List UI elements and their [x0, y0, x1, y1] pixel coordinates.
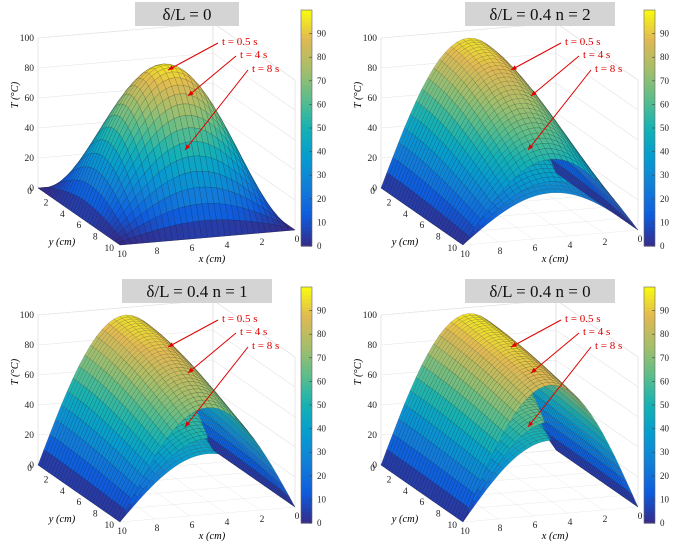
colorbar-segment [301, 144, 312, 149]
colorbar-segment [301, 211, 312, 216]
z-tick-label: 80 [25, 64, 35, 74]
y-axis-label: y (cm) [48, 237, 76, 248]
colorbar-segment [301, 81, 312, 86]
colorbar: 0 10 20 30 40 50 60 70 80 90 [301, 10, 327, 251]
colorbar-tick-label: 50 [317, 123, 327, 133]
title-text: δ/L = 0 [162, 5, 211, 24]
colorbar-segment [301, 179, 312, 184]
x-tick-label: 4 [225, 241, 230, 251]
y-tick-label: 6 [76, 221, 81, 231]
colorbar-segment [301, 128, 312, 133]
colorbar-tick-label: 10 [317, 217, 327, 227]
annotation-label: t = 0.5 s [222, 36, 258, 48]
colorbar-segment [301, 187, 312, 192]
colorbar-segment [301, 238, 312, 243]
colorbar-segment [301, 234, 312, 239]
colorbar-tick-label: 40 [317, 147, 327, 157]
colorbar-segment [301, 73, 312, 78]
colorbar-segment [301, 41, 312, 46]
y-tick-label: 8 [93, 233, 98, 243]
annotation-label: t = 8 s [252, 63, 279, 75]
colorbar-segment [301, 112, 312, 117]
colorbar-segment [301, 116, 312, 121]
colorbar-segment [301, 65, 312, 70]
colorbar-segment [301, 104, 312, 109]
colorbar-segment [301, 89, 312, 94]
colorbar-segment [301, 10, 312, 15]
colorbar-segment [301, 203, 312, 208]
z-tick-label: 40 [25, 124, 35, 134]
colorbar-segment [301, 222, 312, 227]
colorbar-segment [301, 132, 312, 137]
colorbar-segment [301, 156, 312, 161]
colorbar-segment [301, 136, 312, 141]
colorbar-segment [301, 175, 312, 180]
colorbar-segment [301, 140, 312, 145]
colorbar-segment [301, 93, 312, 98]
colorbar-segment [301, 159, 312, 164]
colorbar-segment [301, 18, 312, 23]
z-tick-label: 20 [25, 154, 35, 164]
z-tick-label: 100 [20, 34, 35, 44]
colorbar-tick-label: 80 [317, 52, 327, 62]
chart-title: δ/L = 0 [135, 2, 239, 26]
colorbar-tick-label: 0 [317, 241, 322, 251]
y-tick-label: 0 [27, 187, 32, 197]
colorbar-segment [301, 199, 312, 204]
x-tick-label: 10 [117, 250, 127, 260]
colorbar-segment [301, 34, 312, 39]
colorbar-segment [301, 215, 312, 220]
x-tick-label: 0 [295, 235, 300, 245]
colorbar-segment [301, 183, 312, 188]
colorbar-segment [301, 97, 312, 102]
colorbar-segment [301, 120, 312, 125]
floor-gridline [463, 230, 638, 245]
x-axis-label: x (cm) [198, 254, 226, 265]
z-axis-label: T (°C) [10, 81, 21, 108]
colorbar-segment [301, 14, 312, 19]
colorbar-segment [301, 191, 312, 196]
colorbar-tick-label: 20 [317, 194, 327, 204]
x-tick-label: 6 [190, 244, 195, 254]
colorbar-segment [301, 22, 312, 27]
colorbar-tick-label: 70 [317, 76, 327, 86]
colorbar-segment [301, 26, 312, 31]
z-tick-label: 60 [25, 94, 35, 104]
colorbar-segment [301, 61, 312, 66]
colorbar-segment [301, 45, 312, 50]
colorbar-tick-label: 60 [317, 99, 327, 109]
colorbar-segment [301, 163, 312, 168]
colorbar-segment [301, 108, 312, 113]
x-tick-label: 8 [155, 247, 160, 257]
colorbar-segment [301, 49, 312, 54]
colorbar-segment [301, 230, 312, 235]
colorbar-segment [301, 152, 312, 157]
x-tick-label: 2 [260, 238, 265, 248]
y-tick-label: 10 [105, 244, 115, 254]
colorbar-tick-label: 30 [317, 170, 327, 180]
colorbar-segment [301, 38, 312, 43]
colorbar-segment [301, 57, 312, 62]
colorbar-segment [301, 207, 312, 212]
colorbar-segment [301, 69, 312, 74]
colorbar-segment [301, 167, 312, 172]
y-tick-label: 2 [44, 198, 49, 208]
colorbar-tick-label: 90 [317, 29, 327, 39]
colorbar-segment [301, 226, 312, 231]
colorbar-segment [301, 85, 312, 90]
annotation-label: t = 4 s [240, 49, 267, 61]
y-tick-label: 4 [60, 210, 65, 220]
